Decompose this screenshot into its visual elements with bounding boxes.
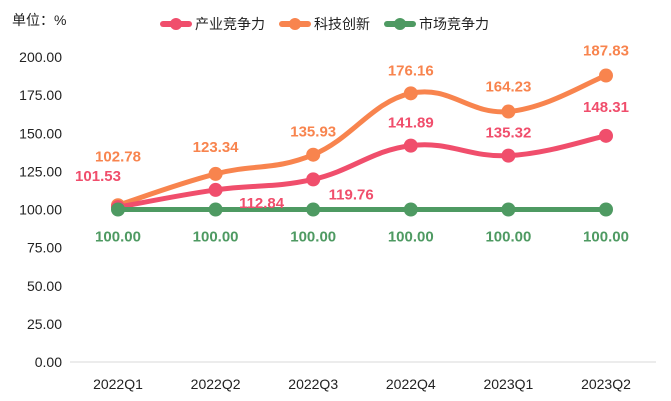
- data-label: 100.00: [388, 229, 434, 246]
- data-point-marker[interactable]: [306, 202, 321, 217]
- series-line: [115, 73, 609, 208]
- y-tick-label: 175.00: [19, 87, 62, 103]
- data-label: 187.83: [583, 43, 629, 60]
- data-label: 100.00: [290, 229, 336, 246]
- data-label: 148.31: [583, 99, 629, 116]
- data-label: 119.76: [329, 186, 374, 203]
- y-tick-label: 75.00: [27, 240, 62, 256]
- data-label: 176.16: [388, 62, 434, 79]
- series-2: [111, 202, 613, 217]
- y-tick-label: 25.00: [27, 316, 62, 332]
- x-tick-label: 2022Q4: [386, 376, 436, 392]
- x-tick-label: 2023Q2: [581, 376, 631, 392]
- legend-item-market[interactable]: 市场竞争力: [384, 14, 489, 34]
- y-tick-label: 50.00: [27, 278, 62, 294]
- data-label: 164.23: [485, 79, 531, 96]
- data-point-marker[interactable]: [403, 86, 418, 101]
- data-label: 100.00: [95, 229, 141, 246]
- data-label: 141.89: [388, 115, 434, 132]
- legend-label: 产业竞争力: [195, 16, 265, 32]
- y-tick-label: 200.00: [19, 49, 62, 65]
- y-tick-label: 125.00: [19, 163, 62, 179]
- data-point-marker[interactable]: [501, 148, 516, 163]
- y-tick-label: 0.00: [35, 354, 62, 370]
- y-tick-label: 150.00: [19, 125, 62, 141]
- data-point-marker[interactable]: [306, 172, 321, 187]
- legend-line-marker-icon: [160, 18, 192, 30]
- x-tick-label: 2023Q1: [483, 376, 533, 392]
- data-label: 112.84: [239, 195, 285, 212]
- data-point-marker[interactable]: [403, 138, 418, 153]
- legend: 产业竞争力 科技创新 市场竞争力: [160, 14, 489, 34]
- x-tick-label: 2022Q1: [93, 376, 143, 392]
- data-point-marker[interactable]: [599, 128, 613, 143]
- data-point-marker[interactable]: [208, 202, 223, 217]
- legend-label: 市场竞争力: [419, 16, 489, 32]
- data-label: 135.32: [485, 125, 531, 142]
- data-label: 135.93: [290, 124, 336, 141]
- legend-label: 科技创新: [314, 16, 370, 32]
- legend-line-marker-icon: [279, 18, 311, 30]
- data-label: 101.53: [75, 168, 121, 185]
- data-point-marker[interactable]: [111, 202, 125, 217]
- legend-line-marker-icon: [384, 18, 416, 30]
- data-point-marker[interactable]: [599, 202, 613, 217]
- data-point-marker[interactable]: [501, 202, 516, 217]
- data-point-marker[interactable]: [403, 202, 418, 217]
- data-point-marker[interactable]: [501, 104, 516, 119]
- data-point-marker[interactable]: [599, 68, 613, 83]
- series-1: [111, 68, 613, 213]
- data-label: 100.00: [193, 229, 239, 246]
- x-tick-label: 2022Q2: [191, 376, 241, 392]
- data-label: 100.00: [485, 229, 531, 246]
- x-tick-label: 2022Q3: [288, 376, 338, 392]
- legend-item-industry[interactable]: 产业竞争力: [160, 14, 265, 34]
- data-label: 100.00: [583, 229, 629, 246]
- legend-item-tech[interactable]: 科技创新: [279, 14, 370, 34]
- data-label: 123.34: [193, 139, 240, 156]
- y-tick-label: 100.00: [19, 202, 62, 218]
- data-point-marker[interactable]: [306, 147, 321, 162]
- data-label: 102.78: [95, 148, 141, 165]
- unit-label: 单位：%: [12, 12, 67, 28]
- data-point-marker[interactable]: [208, 182, 223, 197]
- data-point-marker[interactable]: [208, 166, 223, 181]
